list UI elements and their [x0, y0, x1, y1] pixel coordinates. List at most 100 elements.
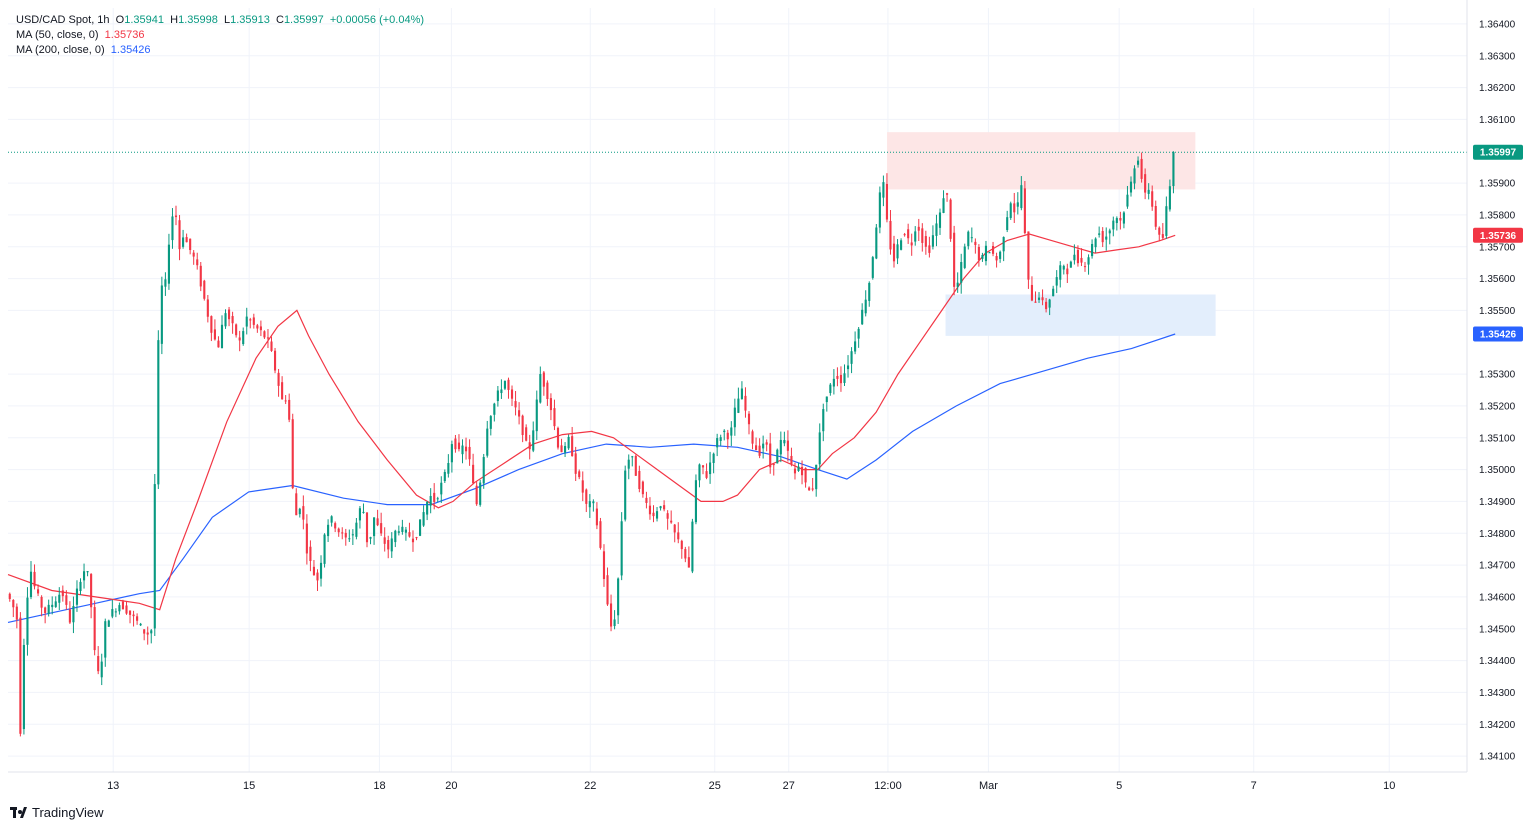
candle-body — [542, 372, 545, 387]
low-value: 1.35913 — [230, 14, 270, 26]
candle-body — [330, 516, 333, 523]
symbol-label: USD/CAD Spot, 1h — [16, 14, 110, 26]
candle-body — [1147, 189, 1150, 194]
candle-body — [178, 220, 181, 250]
candle-body — [928, 245, 931, 253]
x-tick-label: 7 — [1251, 780, 1257, 792]
candle-body — [553, 408, 556, 427]
x-tick-label: Mar — [979, 780, 998, 792]
candle-body — [440, 482, 443, 495]
candle-body — [680, 540, 683, 550]
candle-body — [574, 453, 577, 474]
close-value: 1.35997 — [283, 14, 324, 26]
candle-body — [37, 589, 40, 594]
candle-body — [51, 604, 54, 608]
candle-body — [839, 374, 843, 384]
candle-body — [139, 623, 142, 626]
candle-body — [189, 238, 192, 251]
candle-body — [1073, 254, 1076, 261]
candle-body — [1037, 297, 1041, 300]
candle-body — [231, 316, 234, 324]
candle-body — [747, 413, 751, 425]
candle-body — [1098, 233, 1101, 235]
candle-body — [341, 532, 344, 534]
candle-body — [79, 581, 82, 592]
candle-body — [1023, 188, 1026, 234]
candle-body — [1009, 203, 1012, 218]
candle-body — [1094, 238, 1097, 248]
candle-body — [160, 285, 163, 344]
candle-body — [875, 227, 878, 259]
candle-body — [1119, 217, 1122, 221]
candle-body — [755, 445, 758, 451]
candle-body — [885, 183, 888, 220]
candle-body — [935, 223, 938, 236]
candle-body — [779, 439, 782, 455]
tradingview-logo[interactable]: TradingView — [10, 805, 104, 820]
y-tick-label: 1.34700 — [1479, 561, 1516, 572]
candle-body — [387, 540, 390, 550]
candle-body — [800, 466, 804, 476]
candle-body — [125, 605, 128, 614]
candle-body — [829, 384, 832, 394]
candle-body — [977, 246, 980, 261]
y-tick-label: 1.35200 — [1479, 401, 1516, 412]
candle-body — [677, 532, 680, 540]
candle-body — [525, 427, 528, 441]
x-tick-label: 27 — [783, 780, 795, 792]
candle-body — [783, 440, 786, 444]
candle-body — [401, 526, 404, 532]
candle-body — [220, 324, 224, 349]
candle-body — [196, 259, 199, 266]
candle-body — [1168, 186, 1171, 210]
y-tick-label: 1.35300 — [1479, 370, 1516, 381]
candle-body — [369, 537, 372, 539]
candle-body — [571, 436, 574, 457]
open-value: 1.35941 — [124, 14, 164, 26]
candle-body — [1133, 168, 1136, 184]
y-tick-label: 1.35700 — [1479, 242, 1516, 253]
candle-body — [942, 198, 945, 213]
candle-body — [655, 511, 659, 519]
candle-body — [263, 331, 266, 338]
candle-body — [365, 512, 369, 543]
candle-body — [1083, 266, 1087, 268]
candle-body — [1055, 277, 1058, 286]
candle-body — [1158, 227, 1161, 235]
candle-body — [182, 237, 185, 247]
resistance-zone — [887, 132, 1196, 190]
candle-body — [694, 480, 698, 523]
candle-body — [811, 488, 814, 490]
candle-body — [712, 453, 715, 464]
open-label: O — [115, 14, 125, 26]
candle-body — [217, 340, 220, 348]
candle-body — [836, 375, 839, 379]
y-tick-label: 1.34100 — [1479, 752, 1516, 763]
candle-body — [776, 449, 779, 464]
candle-body — [744, 395, 747, 411]
last-price-tag-label: 1.35997 — [1480, 148, 1517, 159]
high-label: H — [170, 14, 179, 26]
candle-body — [19, 617, 22, 734]
candle-body — [312, 566, 316, 576]
candle-body — [634, 455, 637, 476]
y-tick-label: 1.36300 — [1479, 51, 1516, 62]
candle-body — [740, 388, 743, 400]
candle-body — [946, 193, 949, 195]
brand-name: TradingView — [32, 805, 104, 820]
legend-ma50-row[interactable]: MA (50, close, 0) 1.35736 — [16, 28, 424, 43]
candle-body — [670, 520, 673, 523]
legend-ma200-row[interactable]: MA (200, close, 0) 1.35426 — [16, 43, 424, 58]
y-tick-label: 1.35900 — [1479, 179, 1516, 190]
candle-body — [726, 432, 729, 440]
candle-body — [907, 229, 910, 239]
low-label: L — [223, 14, 231, 26]
candle-body — [556, 427, 560, 448]
candle-body — [730, 427, 733, 436]
candle-body — [394, 530, 397, 543]
candle-body — [185, 237, 188, 243]
candle-body — [1144, 174, 1147, 193]
candle-body — [539, 374, 542, 403]
candle-body — [1115, 218, 1118, 224]
